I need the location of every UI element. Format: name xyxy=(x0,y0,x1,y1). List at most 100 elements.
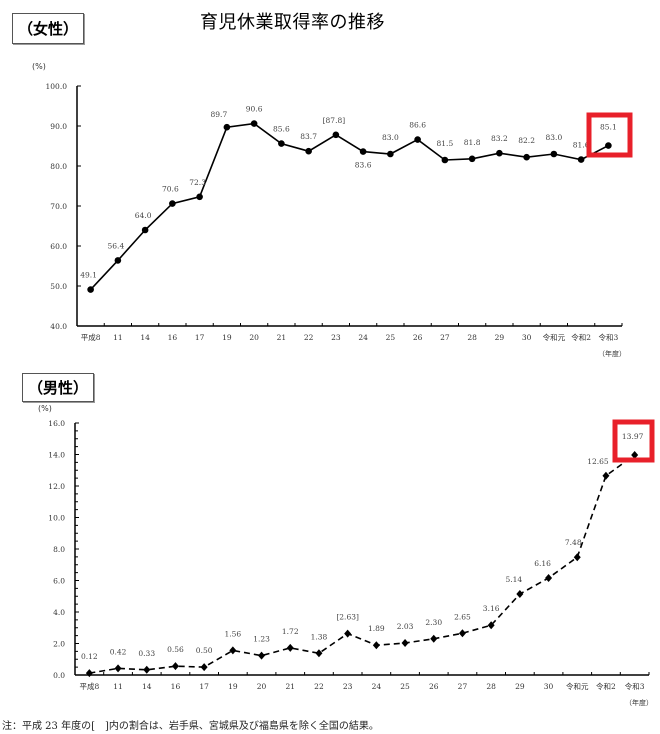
data-point xyxy=(401,639,409,648)
x-tick-label: 30 xyxy=(544,682,554,691)
data-point xyxy=(200,663,208,672)
data-label: 56.4 xyxy=(108,241,125,250)
y-tick-label: 6.0 xyxy=(53,577,65,586)
x-tick-label: 21 xyxy=(277,333,287,342)
x-tick-label: 25 xyxy=(386,333,396,342)
data-point xyxy=(114,257,122,264)
data-point xyxy=(458,629,466,638)
y-tick-label: 100.0 xyxy=(46,82,68,91)
x-tick-label: 28 xyxy=(486,682,496,691)
data-point xyxy=(516,590,524,599)
y-tick-label: 14.0 xyxy=(48,451,65,460)
data-point xyxy=(315,649,323,658)
data-point xyxy=(286,643,294,652)
data-point xyxy=(573,553,581,562)
y-tick-label: 60.0 xyxy=(50,242,67,251)
x-tick-label: 23 xyxy=(331,333,341,342)
y-tick-label: 70.0 xyxy=(50,202,67,211)
y-tick-label: 8.0 xyxy=(53,545,65,554)
x-tick-label: 29 xyxy=(495,333,505,342)
data-point xyxy=(605,142,612,149)
x-tick-label: 28 xyxy=(467,333,477,342)
x-tick-label: 令和元 xyxy=(566,681,589,691)
data-label: 1.56 xyxy=(224,629,241,638)
data-line xyxy=(89,454,636,674)
data-label: 85.6 xyxy=(273,125,290,134)
data-label: 70.6 xyxy=(162,185,179,194)
data-point xyxy=(250,120,258,127)
x-tick-label: 29 xyxy=(515,682,525,691)
data-point xyxy=(496,149,503,157)
page-title: 育児休業取得率の推移 xyxy=(200,12,385,33)
data-label: 7.48 xyxy=(565,538,582,547)
data-label: 0.50 xyxy=(196,646,213,655)
male-section-label: （男性） xyxy=(22,373,94,402)
data-point xyxy=(372,641,380,650)
data-label: 64.0 xyxy=(135,211,152,220)
x-tick-label: 21 xyxy=(285,682,295,691)
y-tick-label: 90.0 xyxy=(50,122,67,131)
data-label: 81.8 xyxy=(464,138,481,147)
x-tick-label: 24 xyxy=(372,682,382,691)
data-point xyxy=(171,662,179,671)
data-label: 2.65 xyxy=(454,612,471,621)
data-point xyxy=(414,136,421,143)
data-label: 89.7 xyxy=(211,110,228,119)
data-point xyxy=(468,155,476,163)
data-label: 90.6 xyxy=(246,105,263,114)
x-tick-label: 24 xyxy=(358,333,368,342)
data-label: 0.12 xyxy=(81,652,98,661)
x-tick-label: 17 xyxy=(199,682,209,691)
footnote: 注：平成 23 年度の[ ]内の割合は、岩手県、宮城県及び福島県を除く全国の結果… xyxy=(2,721,379,732)
data-point xyxy=(487,621,495,630)
x-tick-label: 令和3 xyxy=(625,681,645,691)
x-tick-label: 16 xyxy=(171,682,181,691)
x-tick-label: 11 xyxy=(113,682,123,691)
data-label: 83.7 xyxy=(300,132,317,141)
data-label: 1.23 xyxy=(253,635,270,644)
female-section-label: （女性） xyxy=(12,13,84,44)
highlight-box xyxy=(586,112,633,158)
y-tick-label: 50.0 xyxy=(50,282,67,291)
female-y-unit: (%) xyxy=(32,62,46,71)
x-tick-label: 23 xyxy=(343,682,353,691)
data-point xyxy=(545,573,553,582)
data-point xyxy=(223,123,231,131)
x-tick-label: 14 xyxy=(142,682,152,691)
x-tick-label: 令和3 xyxy=(598,332,618,342)
x-tick-label: 17 xyxy=(195,333,205,342)
data-label: 81.5 xyxy=(437,139,454,148)
data-label: 49.1 xyxy=(80,271,97,280)
data-point xyxy=(229,646,237,655)
y-tick-label: 40.0 xyxy=(50,322,67,331)
x-tick-label: 14 xyxy=(140,333,150,342)
data-point xyxy=(387,150,394,158)
x-tick-label: 30 xyxy=(522,333,532,342)
data-label: 13.97 xyxy=(622,432,644,441)
x-tick-label: 27 xyxy=(440,333,450,342)
x-tick-label: 22 xyxy=(304,333,314,342)
data-point xyxy=(196,193,203,201)
data-label: [2.63] xyxy=(336,613,359,622)
male-line-chart: 0.0 2.0 4.0 6.0 8.0 10.0 12.0 14.0 16.0 平成8 11 14 16… xyxy=(48,419,655,707)
x-tick-label: 令和2 xyxy=(596,681,616,691)
data-point xyxy=(441,156,449,164)
data-label: 83.0 xyxy=(546,133,563,142)
data-point xyxy=(602,471,610,480)
data-label: 82.2 xyxy=(518,136,535,145)
x-tick-label: 19 xyxy=(222,333,232,342)
x-tick-label: 20 xyxy=(257,682,267,691)
data-label: 12.65 xyxy=(587,457,609,466)
data-label: [87.8] xyxy=(323,116,346,125)
x-tick-label: 20 xyxy=(249,333,259,342)
data-label: 0.42 xyxy=(110,647,127,656)
x-tick-label: 11 xyxy=(113,333,123,342)
y-tick-label: 0.0 xyxy=(53,671,65,680)
data-label: 86.6 xyxy=(409,121,426,130)
data-line xyxy=(90,122,609,291)
data-label: 1.89 xyxy=(368,624,385,633)
data-point xyxy=(631,450,639,459)
data-point xyxy=(87,286,94,293)
x-unit-label: （年度） xyxy=(625,698,653,707)
